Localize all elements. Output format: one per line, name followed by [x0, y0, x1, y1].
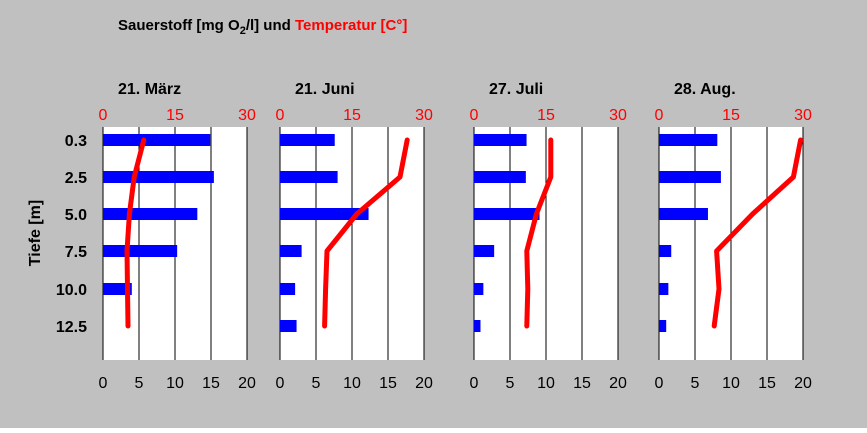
oxygen-bar — [474, 283, 484, 295]
y-tick-label: 2.5 — [65, 170, 87, 187]
oxygen-bar — [474, 208, 540, 220]
temperature-tick-label: 30 — [609, 107, 627, 124]
oxygen-bar — [659, 320, 667, 332]
oxygen-bar — [474, 134, 527, 146]
oxygen-tick-label: 5 — [135, 375, 144, 392]
panel-date-label: 27. Juli — [489, 81, 543, 98]
oxygen-tick-label: 10 — [537, 375, 555, 392]
oxygen-bar — [103, 208, 198, 220]
panel-date-label: 21. Juni — [295, 81, 355, 98]
oxygen-bar — [659, 283, 669, 295]
oxygen-bar — [280, 283, 296, 295]
oxygen-bar — [280, 208, 369, 220]
title-temperature: Temperatur [C°] — [295, 17, 407, 34]
oxygen-tick-label: 0 — [99, 375, 108, 392]
oxygen-tick-label: 10 — [166, 375, 184, 392]
oxygen-bar — [474, 245, 495, 257]
oxygen-tick-label: 5 — [506, 375, 515, 392]
oxygen-bar — [103, 283, 132, 295]
title-subscript: 2 — [240, 25, 246, 37]
oxygen-bar — [474, 320, 481, 332]
temperature-tick-label: 0 — [655, 107, 664, 124]
oxygen-bar — [659, 208, 708, 220]
temperature-line — [524, 137, 554, 329]
title-middle: /l] und — [246, 17, 295, 34]
y-tick-label: 7.5 — [65, 244, 87, 261]
oxygen-bar — [280, 171, 338, 183]
y-tick-label: 0.3 — [65, 133, 87, 150]
temperature-tick-label: 0 — [99, 107, 108, 124]
temperature-tick-label: 30 — [238, 107, 256, 124]
oxygen-tick-label: 20 — [238, 375, 256, 392]
oxygen-tick-label: 15 — [202, 375, 220, 392]
temperature-line — [322, 137, 410, 329]
temperature-tick-label: 30 — [794, 107, 812, 124]
oxygen-tick-label: 5 — [691, 375, 700, 392]
oxygen-bar — [659, 171, 721, 183]
oxygen-tick-label: 0 — [655, 375, 664, 392]
oxygen-bar — [280, 320, 297, 332]
temperature-tick-label: 15 — [166, 107, 184, 124]
oxygen-bar — [103, 134, 211, 146]
oxygen-bar — [103, 245, 178, 257]
oxygen-tick-label: 5 — [312, 375, 321, 392]
y-tick-label: 10.0 — [56, 282, 87, 299]
temperature-line — [124, 137, 147, 329]
title-prefix: Sauerstoff [mg O — [118, 17, 240, 34]
oxygen-tick-label: 10 — [722, 375, 740, 392]
oxygen-tick-label: 0 — [470, 375, 479, 392]
oxygen-tick-label: 15 — [758, 375, 776, 392]
oxygen-bar — [280, 134, 335, 146]
temperature-tick-label: 0 — [470, 107, 479, 124]
oxygen-tick-label: 0 — [276, 375, 285, 392]
panel-date-label: 21. März — [118, 81, 181, 98]
temperature-tick-label: 15 — [722, 107, 740, 124]
oxygen-bar — [474, 171, 526, 183]
oxygen-tick-label: 10 — [343, 375, 361, 392]
panels: 0.3 2.5 5.0 7.5 10.0 12.5 21. März 0 15 30 0 5 10 15 2… — [56, 81, 812, 392]
chart-title: Sauerstoff [mg O2/l] und Temperatur [C°] — [118, 17, 407, 37]
oxygen-tick-label: 15 — [573, 375, 591, 392]
oxygen-tick-label: 20 — [609, 375, 627, 392]
oxygen-tick-label: 15 — [379, 375, 397, 392]
temperature-tick-label: 15 — [343, 107, 361, 124]
y-tick-label: 5.0 — [65, 207, 87, 224]
temperature-tick-label: 30 — [415, 107, 433, 124]
oxygen-bar — [280, 245, 302, 257]
panel-date-label: 28. Aug. — [674, 81, 736, 98]
oxygen-bar — [659, 134, 718, 146]
temperature-tick-label: 0 — [276, 107, 285, 124]
y-tick-label: 12.5 — [56, 319, 87, 336]
y-axis-label: Tiefe [m] — [27, 200, 44, 266]
temperature-tick-label: 15 — [537, 107, 555, 124]
oxygen-bar — [659, 245, 672, 257]
oxygen-bar — [103, 171, 214, 183]
oxygen-tick-label: 20 — [415, 375, 433, 392]
oxygen-tick-label: 20 — [794, 375, 812, 392]
temperature-line — [711, 137, 804, 329]
